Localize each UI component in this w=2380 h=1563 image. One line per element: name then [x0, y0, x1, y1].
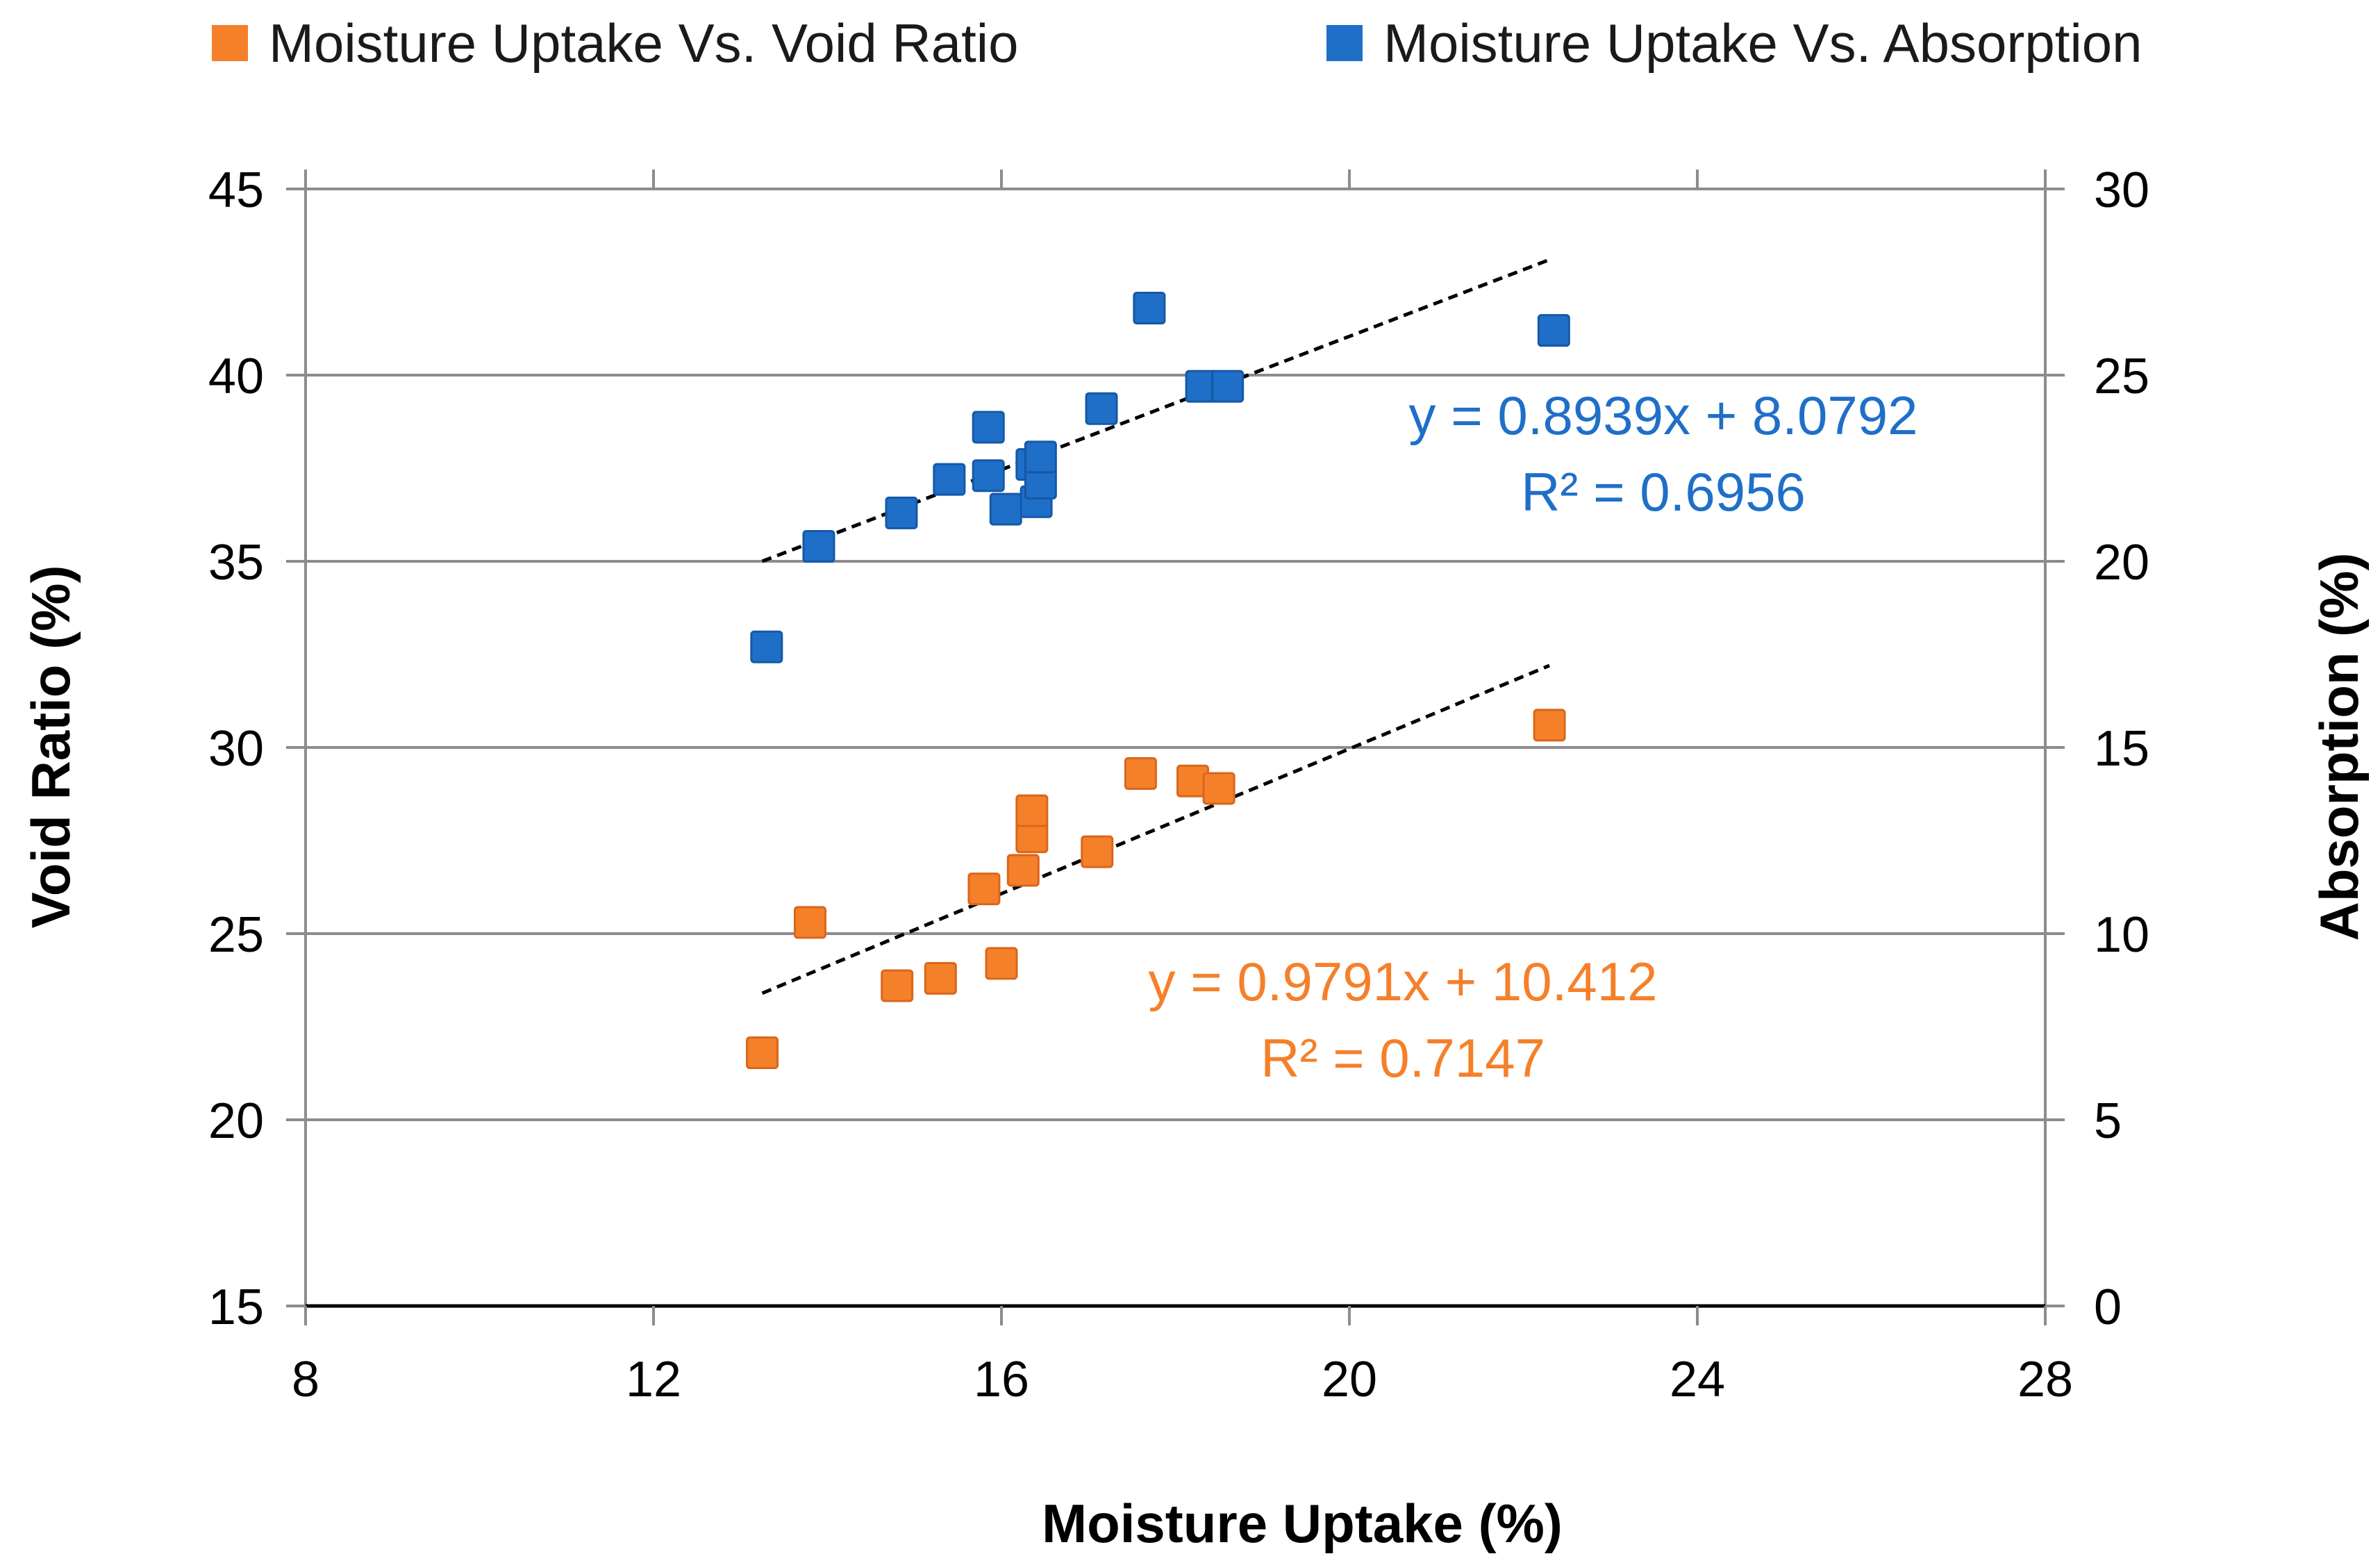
point-absorption-0 [750, 630, 783, 663]
y-tick-label-3: 30 [208, 721, 264, 777]
equation-void-ratio: y = 0.9791x + 10.412 [1149, 951, 1658, 1012]
trendline-absorption [761, 258, 1550, 563]
trendline-void-ratio [761, 663, 1551, 995]
y2-tick-label-3: 15 [2094, 721, 2149, 777]
point-absorption-10 [1024, 440, 1057, 474]
point-absorption-2 [885, 496, 918, 529]
point-absorption-15 [1537, 314, 1570, 347]
point-absorption-1 [802, 530, 835, 563]
point-absorption-11 [1085, 392, 1118, 425]
point-void-ratio-13 [1533, 709, 1566, 742]
y2-axis-title: Absorption (%) [2308, 553, 2370, 941]
legend-swatch-void-ratio [212, 25, 248, 61]
y2-tick-label-0: 0 [2094, 1280, 2122, 1335]
x-tick-label-1: 12 [626, 1352, 681, 1407]
point-void-ratio-4 [967, 873, 1001, 906]
point-absorption-14 [1211, 370, 1245, 403]
y-tick-label-2: 25 [208, 907, 264, 963]
y2-tick-label-5: 25 [2094, 349, 2149, 404]
axes [286, 169, 2065, 1325]
point-void-ratio-0 [746, 1036, 779, 1070]
legend-label-absorption: Moisture Uptake Vs. Absorption [1383, 12, 2142, 74]
tick-labels: 8 12 16 20 24 28 15 20 25 30 35 40 45 0 5 10 15 20 25 30 [208, 163, 2149, 1407]
legend-swatch-absorption [1326, 25, 1363, 61]
y-tick-label-1: 20 [208, 1093, 264, 1149]
data-points [746, 292, 1570, 1070]
y2-tick-label-2: 10 [2094, 907, 2149, 963]
point-void-ratio-12 [1202, 772, 1235, 805]
gridlines [306, 188, 2045, 1121]
y-tick-label-0: 15 [208, 1280, 264, 1335]
y2-tick-label-6: 30 [2094, 163, 2149, 218]
point-void-ratio-9 [1081, 835, 1114, 868]
y-axis-title: Void Ratio (%) [20, 565, 81, 929]
legend-entry-void-ratio: Moisture Uptake Vs. Void Ratio [212, 8, 1019, 78]
x-tick-label-5: 28 [2017, 1352, 2073, 1407]
point-void-ratio-1 [793, 906, 826, 939]
x-tick-label-2: 16 [974, 1352, 1029, 1407]
point-void-ratio-8 [1015, 794, 1049, 827]
y2-tick-label-1: 5 [2094, 1093, 2122, 1149]
point-void-ratio-6 [1006, 854, 1040, 887]
x-axis-title: Moisture Uptake (%) [1042, 1493, 1563, 1554]
x-tick-label-4: 24 [1670, 1352, 1725, 1407]
y-tick-label-4: 35 [208, 535, 264, 590]
point-void-ratio-3 [924, 961, 957, 995]
x-tick-label-0: 8 [292, 1352, 319, 1407]
y-tick-label-5: 40 [208, 349, 264, 404]
legend-label-void-ratio: Moisture Uptake Vs. Void Ratio [269, 12, 1019, 74]
equation-absorption: y = 0.8939x + 8.0792 [1409, 385, 1918, 446]
point-void-ratio-2 [881, 969, 914, 1002]
x-tick-label-3: 20 [1322, 1352, 1377, 1407]
trendlines [761, 258, 1551, 995]
point-absorption-3 [933, 463, 966, 496]
point-absorption-6 [989, 493, 1022, 526]
y-tick-label-6: 45 [208, 163, 264, 218]
point-absorption-5 [972, 411, 1005, 444]
point-void-ratio-5 [985, 947, 1018, 980]
legend-entry-absorption: Moisture Uptake Vs. Absorption [1326, 8, 2142, 78]
point-absorption-4 [972, 459, 1005, 493]
point-void-ratio-10 [1124, 757, 1157, 791]
y2-tick-label-4: 20 [2094, 535, 2149, 590]
r2-absorption: R² = 0.6956 [1521, 461, 1806, 522]
r2-void-ratio: R² = 0.7147 [1260, 1027, 1545, 1089]
point-absorption-12 [1133, 292, 1166, 325]
